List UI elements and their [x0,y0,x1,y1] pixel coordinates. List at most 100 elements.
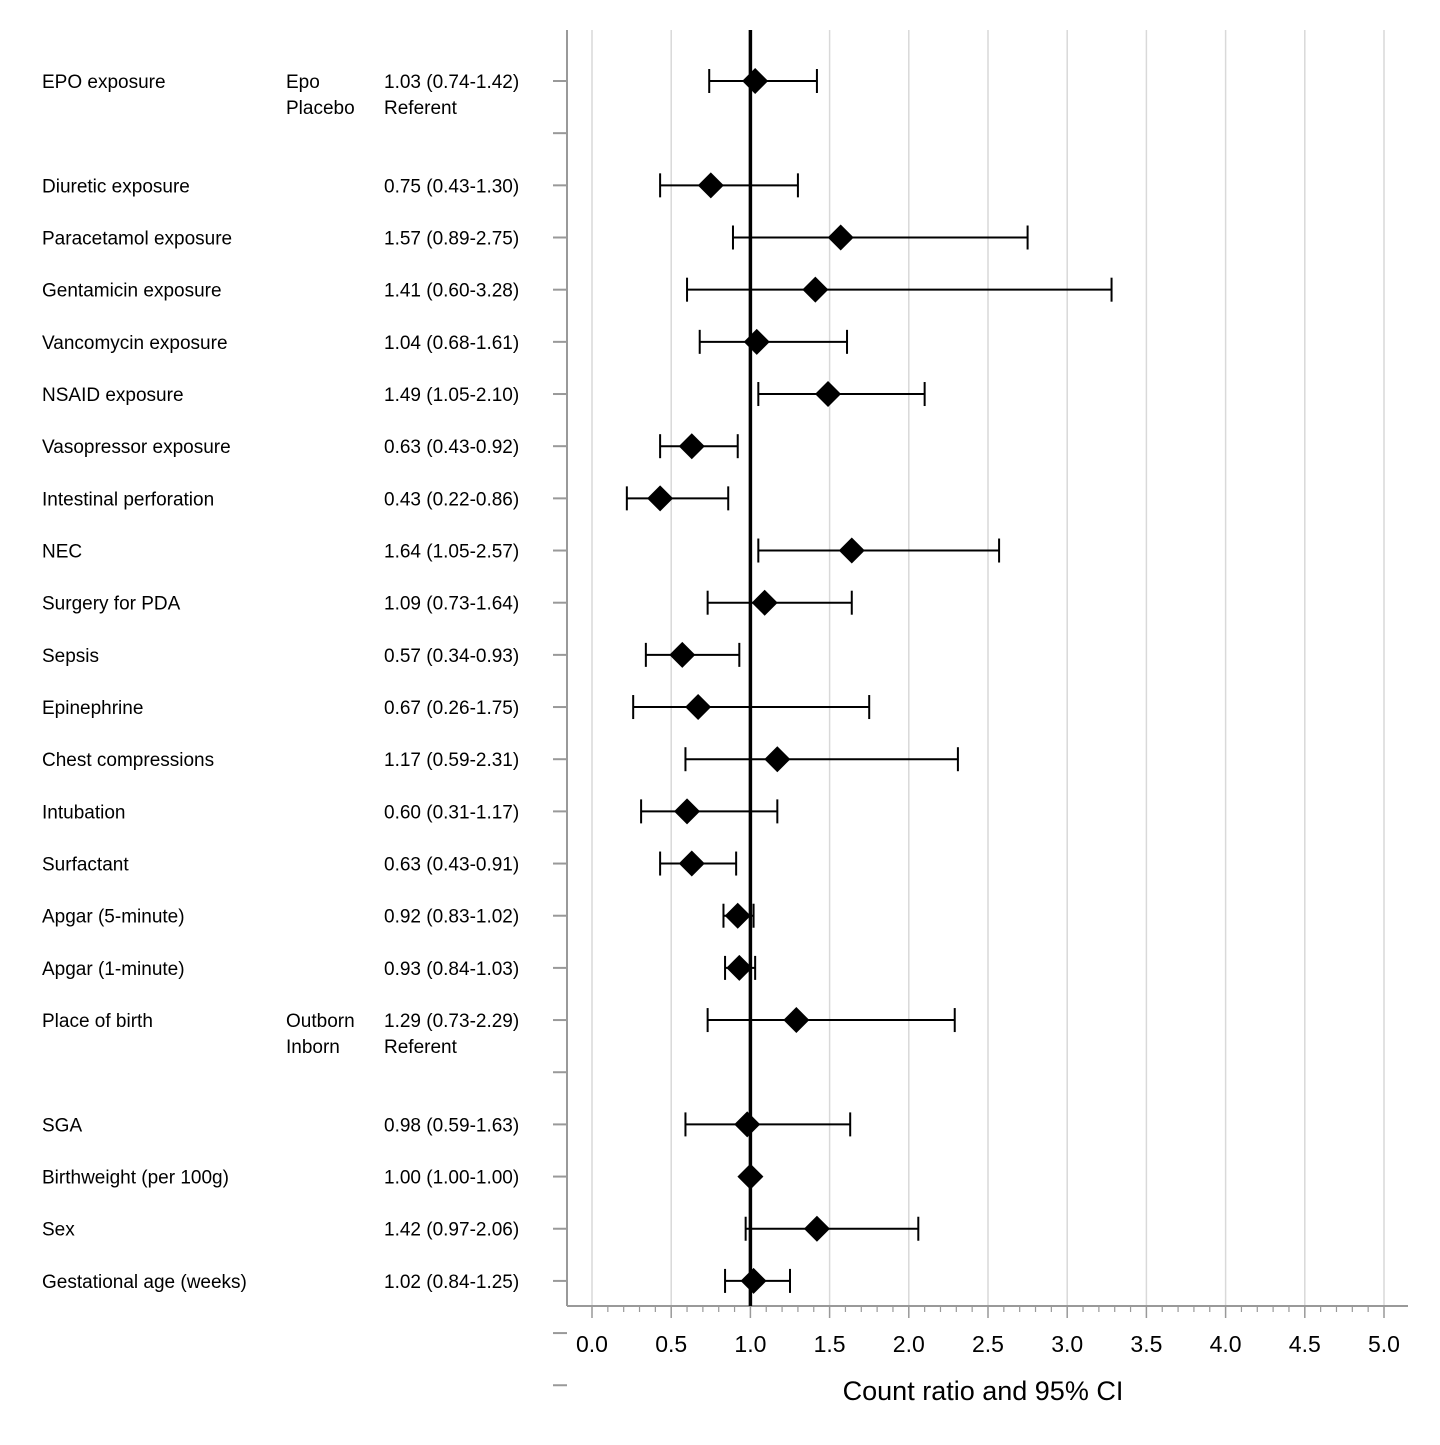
forest-row: Apgar (1-minute) 0.93 (0.84-1.03) [42,954,757,981]
forest-row: Gentamicin exposure 1.41 (0.60-3.28) [42,276,1113,303]
x-tick-label: 3.0 [1051,1331,1083,1357]
forest-row: EPO exposure Epo Placebo Referent 1.03 (0.74… [42,68,818,119]
point-estimate-marker [803,1215,830,1242]
row-label: Vasopressor exposure [42,437,231,458]
forest-row: Diuretic exposure 0.75 (0.43-1.30) [42,172,799,199]
forest-row: Chest compressions 1.17 (0.59-2.31) [42,746,959,773]
point-estimate-marker [678,850,705,877]
x-tick-label: 0.5 [655,1331,687,1357]
point-estimate-marker [743,328,770,355]
row-label: Place of birth [42,1011,153,1032]
row-level-label: Placebo [286,98,355,119]
estimate-label: 1.57 (0.89-2.75) [384,229,519,250]
row-label: Gentamicin exposure [42,281,222,302]
row-label: Epinephrine [42,698,143,719]
point-estimate-marker [724,902,751,929]
row-label: Surgery for PDA [42,594,181,615]
row-label: Apgar (5-minute) [42,907,185,928]
point-estimate-marker [802,276,829,303]
x-tick-label: 2.5 [972,1331,1004,1357]
forest-row: Vancomycin exposure 1.04 (0.68-1.61) [42,328,849,355]
point-estimate-marker [815,381,842,408]
x-axis-title: Count ratio and 95% CI [843,1376,1124,1406]
x-tick-label: 4.0 [1210,1331,1242,1357]
estimate-label: 1.17 (0.59-2.31) [384,750,519,771]
row-label: Diuretic exposure [42,176,190,197]
point-estimate-marker [726,954,753,981]
point-estimate-marker [647,485,674,512]
row-label: EPO exposure [42,72,166,93]
point-estimate-marker [764,746,791,773]
estimate-label: 1.03 (0.74-1.42) [384,72,519,93]
forest-row: NSAID exposure 1.49 (1.05-2.10) [42,381,926,408]
forest-row: NEC 1.64 (1.05-2.57) [42,537,1001,564]
point-estimate-marker [734,1111,761,1138]
estimate-label: 0.93 (0.84-1.03) [384,959,519,980]
row-label: SGA [42,1115,82,1136]
point-estimate-marker [697,172,724,199]
row-label: Apgar (1-minute) [42,959,185,980]
point-estimate-marker [678,433,705,460]
estimate-label: 1.02 (0.84-1.25) [384,1272,519,1293]
row-level-label: Inborn [286,1037,340,1058]
row-level-label: Outborn [286,1011,355,1032]
estimate-label: 1.04 (0.68-1.61) [384,333,519,354]
row-label: Intestinal perforation [42,489,214,510]
row-level-label: Epo [286,72,320,93]
gridlines [591,30,1385,1306]
forest-row: Paracetamol exposure 1.57 (0.89-2.75) [42,224,1029,251]
estimate-label: 1.09 (0.73-1.64) [384,594,519,615]
row-label: Sepsis [42,646,99,667]
estimate-label: 1.41 (0.60-3.28) [384,281,519,302]
point-estimate-marker [751,589,778,616]
forest-row: Place of birth Outborn Inborn Referent 1.29 … [42,1007,956,1058]
forest-row: Sepsis 0.57 (0.34-0.93) [42,641,741,668]
estimate-label: 0.75 (0.43-1.30) [384,176,519,197]
row-label: NSAID exposure [42,385,184,406]
point-estimate-marker [737,1163,764,1190]
row-label: Gestational age (weeks) [42,1272,247,1293]
axes: 0.0 0.5 1.0 1.5 2.0 2.5 3.0 3.5 4.0 4.5 5.0 [553,30,1408,1387]
row-label: NEC [42,542,82,563]
forest-row: Sex 1.42 (0.97-2.06) [42,1215,920,1242]
forest-row: Surfactant 0.63 (0.43-0.91) [42,850,738,877]
point-estimate-marker [740,1267,767,1294]
point-estimate-marker [669,641,696,668]
estimate-label: 1.29 (0.73-2.29) [384,1011,519,1032]
estimate-label: 0.67 (0.26-1.75) [384,698,519,719]
x-tick-label: 3.5 [1130,1331,1162,1357]
row-label: Birthweight (per 100g) [42,1168,229,1189]
x-tick-label: 5.0 [1368,1331,1400,1357]
forest-row: Vasopressor exposure 0.63 (0.43-0.92) [42,433,739,460]
point-estimate-marker [674,798,701,825]
forest-row: SGA 0.98 (0.59-1.63) [42,1111,852,1138]
forest-row: Epinephrine 0.67 (0.26-1.75) [42,694,871,721]
estimate-label: 0.60 (0.31-1.17) [384,802,519,823]
row-label: Sex [42,1220,75,1241]
estimate-label: 0.98 (0.59-1.63) [384,1115,519,1136]
estimate-label: 0.57 (0.34-0.93) [384,646,519,667]
row-label: Paracetamol exposure [42,229,232,250]
x-tick-label: 2.0 [893,1331,925,1357]
point-estimate-marker [838,537,865,564]
point-estimate-marker [827,224,854,251]
estimate-label: 1.00 (1.00-1.00) [384,1168,519,1189]
point-estimate-marker [742,68,769,94]
estimate-label: 1.64 (1.05-2.57) [384,542,519,563]
x-tick-label: 1.5 [814,1331,846,1357]
row-label: Intubation [42,802,125,823]
forest-row: Intestinal perforation 0.43 (0.22-0.86) [42,485,730,512]
estimate-label: 1.49 (1.05-2.10) [384,385,519,406]
forest-row: Gestational age (weeks) 1.02 (0.84-1.25) [42,1267,791,1294]
forest-row: Surgery for PDA 1.09 (0.73-1.64) [42,589,853,616]
forest-row: Intubation 0.60 (0.31-1.17) [42,798,779,825]
row-label: Surfactant [42,855,129,876]
point-estimate-marker [685,694,712,721]
estimate-label: 1.42 (0.97-2.06) [384,1220,519,1241]
estimate-label: 0.43 (0.22-0.86) [384,489,519,510]
estimate-label: 0.63 (0.43-0.92) [384,437,519,458]
point-estimate-marker [783,1007,810,1034]
estimate-label: 0.92 (0.83-1.02) [384,907,519,928]
